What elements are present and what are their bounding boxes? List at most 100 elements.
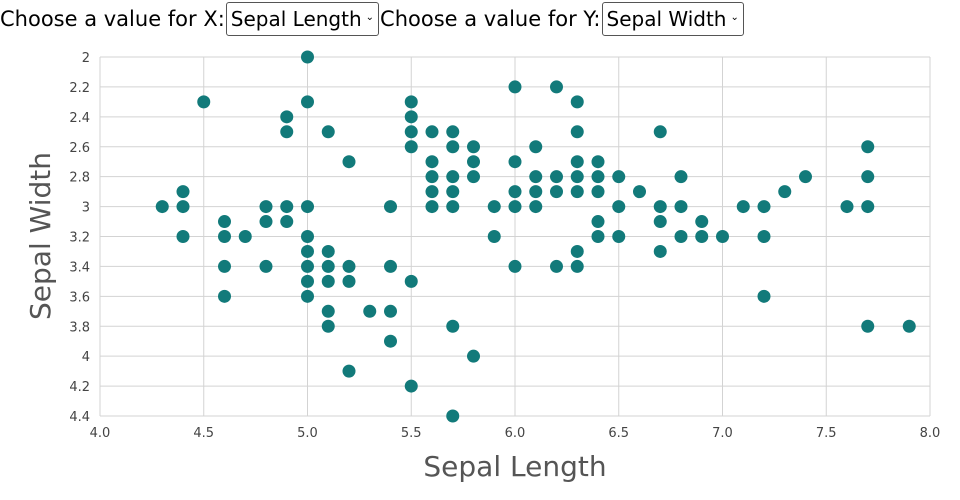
data-point[interactable]	[861, 200, 875, 214]
data-point[interactable]	[570, 95, 584, 109]
data-point[interactable]	[550, 170, 563, 184]
data-point[interactable]	[404, 140, 418, 154]
data-point[interactable]	[653, 244, 667, 258]
data-point[interactable]	[321, 319, 335, 333]
data-point[interactable]	[259, 215, 273, 229]
data-point[interactable]	[467, 140, 480, 154]
data-point[interactable]	[674, 230, 688, 243]
data-point[interactable]	[508, 200, 522, 214]
data-point[interactable]	[716, 230, 729, 243]
data-point[interactable]	[570, 185, 584, 199]
data-point[interactable]	[529, 185, 543, 199]
data-point[interactable]	[695, 230, 709, 243]
data-point[interactable]	[384, 304, 397, 318]
data-point[interactable]	[425, 185, 439, 199]
data-point[interactable]	[218, 215, 231, 229]
data-point[interactable]	[404, 110, 418, 124]
data-point[interactable]	[301, 50, 314, 64]
data-point[interactable]	[384, 200, 397, 214]
data-point[interactable]	[799, 170, 812, 184]
x-axis-select[interactable]: Sepal Length ⌄	[225, 2, 380, 36]
data-point[interactable]	[591, 230, 605, 243]
data-point[interactable]	[653, 200, 667, 214]
data-point[interactable]	[301, 230, 314, 243]
data-point[interactable]	[487, 230, 501, 243]
data-point[interactable]	[446, 200, 460, 214]
data-point[interactable]	[446, 319, 460, 333]
data-point[interactable]	[570, 259, 584, 273]
data-point[interactable]	[155, 200, 169, 214]
data-point[interactable]	[384, 259, 397, 273]
data-point[interactable]	[840, 200, 854, 214]
data-point[interactable]	[218, 230, 231, 243]
data-point[interactable]	[404, 95, 418, 109]
data-point[interactable]	[446, 125, 460, 139]
data-point[interactable]	[570, 244, 584, 258]
data-point[interactable]	[218, 289, 231, 303]
data-point[interactable]	[280, 200, 294, 214]
data-point[interactable]	[446, 185, 460, 199]
data-point[interactable]	[259, 259, 273, 273]
data-point[interactable]	[591, 170, 605, 184]
data-point[interactable]	[612, 230, 626, 243]
data-point[interactable]	[425, 170, 439, 184]
data-point[interactable]	[176, 230, 190, 243]
data-point[interactable]	[404, 274, 418, 288]
data-point[interactable]	[321, 259, 335, 273]
data-point[interactable]	[301, 244, 314, 258]
data-point[interactable]	[404, 379, 418, 393]
data-point[interactable]	[487, 200, 501, 214]
data-point[interactable]	[280, 215, 294, 229]
data-point[interactable]	[529, 140, 543, 154]
data-point[interactable]	[778, 185, 792, 199]
data-point[interactable]	[321, 304, 335, 318]
data-point[interactable]	[861, 140, 875, 154]
data-point[interactable]	[342, 364, 356, 378]
data-point[interactable]	[653, 215, 667, 229]
data-point[interactable]	[301, 259, 314, 273]
data-point[interactable]	[321, 244, 335, 258]
data-point[interactable]	[861, 170, 875, 184]
data-point[interactable]	[446, 170, 460, 184]
data-point[interactable]	[425, 200, 439, 214]
data-point[interactable]	[467, 170, 480, 184]
data-point[interactable]	[342, 259, 356, 273]
data-point[interactable]	[446, 409, 460, 423]
data-point[interactable]	[633, 185, 646, 199]
data-point[interactable]	[363, 304, 377, 318]
data-point[interactable]	[612, 170, 626, 184]
data-point[interactable]	[757, 289, 771, 303]
data-point[interactable]	[176, 185, 190, 199]
data-point[interactable]	[570, 155, 584, 169]
data-point[interactable]	[653, 125, 667, 139]
data-point[interactable]	[280, 125, 294, 139]
data-point[interactable]	[591, 155, 605, 169]
data-point[interactable]	[197, 95, 211, 109]
data-point[interactable]	[238, 230, 252, 243]
data-point[interactable]	[176, 200, 190, 214]
data-point[interactable]	[591, 185, 605, 199]
data-point[interactable]	[342, 155, 356, 169]
data-point[interactable]	[736, 200, 750, 214]
data-point[interactable]	[467, 155, 480, 169]
data-point[interactable]	[467, 349, 480, 363]
data-point[interactable]	[757, 230, 771, 243]
data-point[interactable]	[550, 259, 563, 273]
data-point[interactable]	[301, 274, 314, 288]
data-point[interactable]	[591, 215, 605, 229]
data-point[interactable]	[508, 185, 522, 199]
data-point[interactable]	[861, 319, 875, 333]
data-point[interactable]	[902, 319, 916, 333]
data-point[interactable]	[321, 125, 335, 139]
data-point[interactable]	[321, 274, 335, 288]
data-point[interactable]	[570, 125, 584, 139]
data-point[interactable]	[550, 185, 563, 199]
data-point[interactable]	[570, 170, 584, 184]
y-axis-select[interactable]: Sepal Width ⌄	[601, 2, 744, 36]
data-point[interactable]	[757, 200, 771, 214]
data-point[interactable]	[674, 200, 688, 214]
data-point[interactable]	[529, 200, 543, 214]
data-point[interactable]	[446, 140, 460, 154]
data-point[interactable]	[384, 334, 397, 348]
data-point[interactable]	[342, 274, 356, 288]
